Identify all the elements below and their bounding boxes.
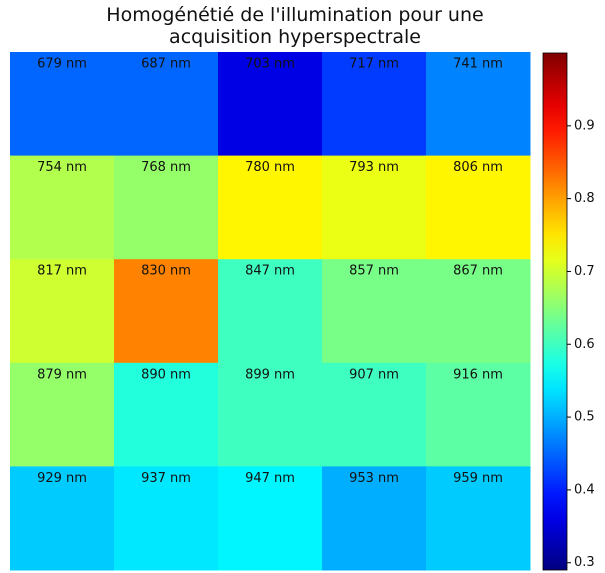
- tile: [114, 52, 219, 157]
- tile-label: 929 nm: [37, 471, 87, 486]
- colorbar-tick-label: 0.3: [574, 555, 595, 570]
- tile-label: 857 nm: [349, 264, 399, 279]
- tile-label: 806 nm: [453, 160, 503, 175]
- tile-label: 959 nm: [453, 471, 503, 486]
- colorbar: [542, 52, 568, 571]
- tile-label: 947 nm: [245, 471, 295, 486]
- tile: [218, 362, 323, 467]
- tile-label: 717 nm: [349, 57, 399, 72]
- tile: [218, 259, 323, 364]
- tile: [322, 52, 427, 157]
- colorbar-tick-label: 0.4: [574, 482, 595, 497]
- tile-label: 899 nm: [245, 367, 295, 382]
- tile-label: 867 nm: [453, 264, 503, 279]
- tile-label: 687 nm: [141, 57, 191, 72]
- tile-label: 780 nm: [245, 160, 295, 175]
- tile: [426, 155, 531, 260]
- tile: [426, 259, 531, 364]
- tile: [10, 52, 115, 157]
- tile-label: 907 nm: [349, 367, 399, 382]
- tile-label: 754 nm: [37, 160, 87, 175]
- colorbar-tick-label: 0.9: [574, 118, 595, 133]
- tile-label: 847 nm: [245, 264, 295, 279]
- tile-label: 916 nm: [453, 367, 503, 382]
- tile: [114, 259, 219, 364]
- tile: [426, 52, 531, 157]
- tile: [218, 466, 323, 571]
- tile: [322, 259, 427, 364]
- tile: [114, 155, 219, 260]
- tile: [218, 155, 323, 260]
- tile-label: 703 nm: [245, 57, 295, 72]
- tile: [322, 155, 427, 260]
- tile-label: 937 nm: [141, 471, 191, 486]
- tile: [426, 466, 531, 571]
- tile-label: 890 nm: [141, 367, 191, 382]
- colorbar-tick-label: 0.7: [574, 264, 595, 279]
- tile-label: 793 nm: [349, 160, 399, 175]
- colorbar-tick-label: 0.8: [574, 191, 595, 206]
- tile: [10, 259, 115, 364]
- tile-label: 768 nm: [141, 160, 191, 175]
- tile: [10, 466, 115, 571]
- tile-label: 817 nm: [37, 264, 87, 279]
- tile-label: 953 nm: [349, 471, 399, 486]
- tile: [10, 362, 115, 467]
- tile-label: 830 nm: [141, 264, 191, 279]
- tile: [114, 466, 219, 571]
- tile: [10, 155, 115, 260]
- tile: [426, 362, 531, 467]
- chart-title: Homogénétié de l'illumination pour une a…: [106, 4, 484, 48]
- tile-label: 879 nm: [37, 367, 87, 382]
- tile: [114, 362, 219, 467]
- tile: [322, 362, 427, 467]
- tile: [322, 466, 427, 571]
- tile-label: 741 nm: [453, 57, 503, 72]
- colorbar-tick-label: 0.5: [574, 410, 595, 425]
- tile: [218, 52, 323, 157]
- colorbar-tick-label: 0.6: [574, 337, 595, 352]
- tile-label: 679 nm: [37, 57, 87, 72]
